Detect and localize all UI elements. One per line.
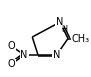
Text: CH₃: CH₃ (71, 33, 89, 44)
Text: N: N (56, 17, 64, 27)
Text: H: H (61, 25, 67, 34)
Text: N: N (53, 50, 60, 60)
Text: O: O (7, 59, 15, 69)
Text: O: O (7, 41, 15, 51)
Text: N: N (20, 50, 28, 60)
